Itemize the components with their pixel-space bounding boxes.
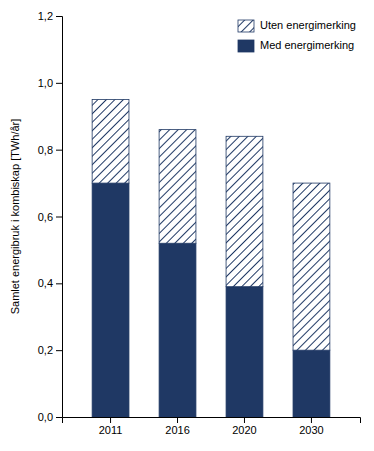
y-axis: 0,0 0,2 0,4 0,6 0,8 1,0 1,2: [38, 10, 63, 423]
x-axis: 2011 2016 2020 2030: [63, 417, 361, 436]
tick: 0,4: [38, 277, 62, 289]
tick: 0,0: [38, 411, 62, 423]
bar: [226, 136, 263, 286]
tick-mark: [311, 417, 312, 423]
tick-label: 2011: [99, 424, 123, 436]
tick-label: 2016: [165, 424, 189, 436]
series: [92, 183, 330, 417]
plot: 0,0 0,2 0,4 0,6 0,8 1,0 1,2 2011 2016 2020 2030 Ute…: [38, 10, 361, 436]
tick-label: 1,2: [38, 10, 53, 22]
tick: 0,6: [38, 211, 62, 223]
tick-mark: [244, 417, 245, 423]
tick-mark: [56, 417, 62, 418]
tick-label: 0,0: [38, 411, 53, 423]
legend-label: Uten energimerking: [260, 19, 356, 31]
axis-line: [56, 17, 63, 418]
bar: [159, 243, 196, 417]
tick: 2011: [99, 417, 123, 436]
axis-title: Samlet energibruk i kombiskap [TWh/år]: [9, 119, 21, 315]
tick: 0,2: [38, 344, 62, 356]
bar: [159, 130, 196, 244]
chart: 0,0 0,2 0,4 0,6 0,8 1,0 1,2 2011 2016 2020 2030 Ute…: [0, 0, 374, 451]
tick: 2030: [299, 417, 323, 436]
legend-item: Uten energimerking: [238, 19, 356, 32]
tick-mark: [56, 350, 62, 351]
bars: [92, 100, 330, 417]
bar: [92, 183, 129, 417]
bar: [293, 183, 330, 350]
bar: [92, 100, 129, 184]
tick-mark: [177, 417, 178, 423]
tick-label: 2030: [299, 424, 323, 436]
tick-label: 0,8: [38, 144, 53, 156]
tick-mark: [110, 417, 111, 423]
tick-label: 2020: [232, 424, 256, 436]
tick-label: 1,0: [38, 77, 53, 89]
tick-mark: [56, 217, 62, 218]
tick-label: 0,2: [38, 344, 53, 356]
axis-line: [63, 418, 361, 424]
tick-mark: [56, 83, 62, 84]
legend-swatch: [238, 40, 254, 52]
tick: 2020: [232, 417, 256, 436]
tick: 2016: [165, 417, 189, 436]
bar: [226, 287, 263, 417]
legend-item: Med energimerking: [238, 39, 354, 52]
tick-mark: [56, 150, 62, 151]
tick: 0,8: [38, 144, 62, 156]
series: [92, 100, 330, 351]
tick-label: 0,4: [38, 277, 53, 289]
tick-label: 0,6: [38, 211, 53, 223]
legend-swatch: [238, 20, 254, 32]
bar: [293, 350, 330, 417]
legend-label: Med energimerking: [260, 39, 354, 51]
legend: Uten energimerking Med energimerking: [238, 19, 356, 52]
tick: 1,0: [38, 77, 62, 89]
tick: 1,2: [38, 10, 62, 22]
tick-mark: [56, 16, 62, 17]
tick-mark: [56, 283, 62, 284]
